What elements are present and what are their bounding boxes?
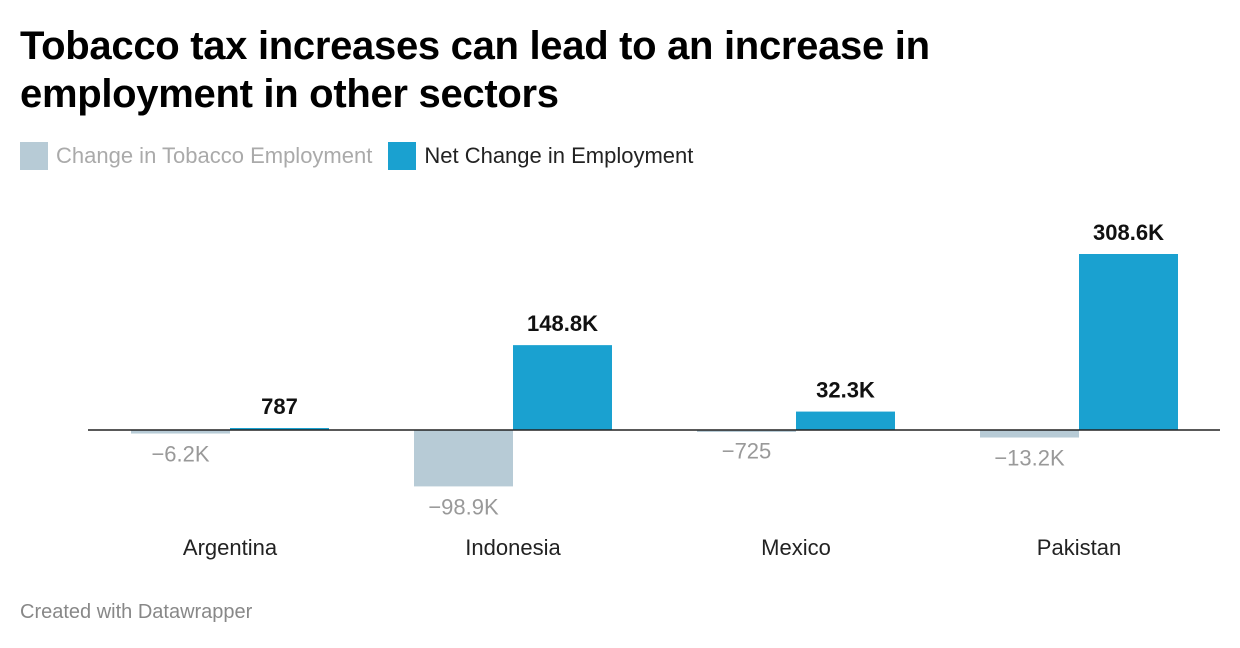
data-label-net-pakistan: 308.6K	[1093, 220, 1164, 245]
data-label-tobacco-indonesia: −98.9K	[428, 494, 499, 519]
legend-swatch-net-employment	[388, 142, 417, 170]
bar-tobacco-argentina	[131, 430, 230, 434]
legend-label-net-employment: Net Change in Employment	[424, 143, 694, 168]
footer-credit: Created with Datawrapper	[20, 601, 253, 623]
legend-item-tobacco-employment: Change in Tobacco Employment	[20, 142, 372, 170]
data-label-tobacco-argentina: −6.2K	[151, 442, 209, 467]
bar-net-argentina	[230, 428, 329, 430]
bar-tobacco-indonesia	[414, 430, 513, 487]
legend-swatch-tobacco-employment	[20, 142, 48, 170]
bar-tobacco-mexico	[697, 430, 796, 432]
bar-chart: −6.2K 787 Argentina −98.9K 148.8K Indonesia −7…	[88, 220, 1220, 560]
data-label-net-indonesia: 148.8K	[527, 311, 598, 336]
legend-label-tobacco-employment: Change in Tobacco Employment	[56, 143, 373, 168]
data-label-net-mexico: 32.3K	[816, 378, 875, 403]
legend: Change in Tobacco Employment Net Change …	[20, 141, 709, 171]
x-tick-label-argentina: Argentina	[183, 535, 278, 560]
x-tick-label-pakistan: Pakistan	[1037, 535, 1121, 560]
data-label-tobacco-pakistan: −13.2K	[994, 446, 1065, 471]
data-label-net-argentina: 787	[261, 394, 298, 419]
data-label-tobacco-mexico: −725	[722, 438, 772, 463]
bar-tobacco-pakistan	[980, 430, 1079, 438]
bar-net-pakistan	[1079, 254, 1178, 430]
bar-net-mexico	[796, 411, 895, 430]
x-tick-label-indonesia: Indonesia	[465, 535, 561, 560]
chart-title: Tobacco tax increases can lead to an inc…	[20, 24, 930, 116]
legend-item-net-employment: Net Change in Employment	[388, 142, 693, 170]
bar-net-indonesia	[513, 345, 612, 430]
x-tick-label-mexico: Mexico	[761, 535, 831, 560]
